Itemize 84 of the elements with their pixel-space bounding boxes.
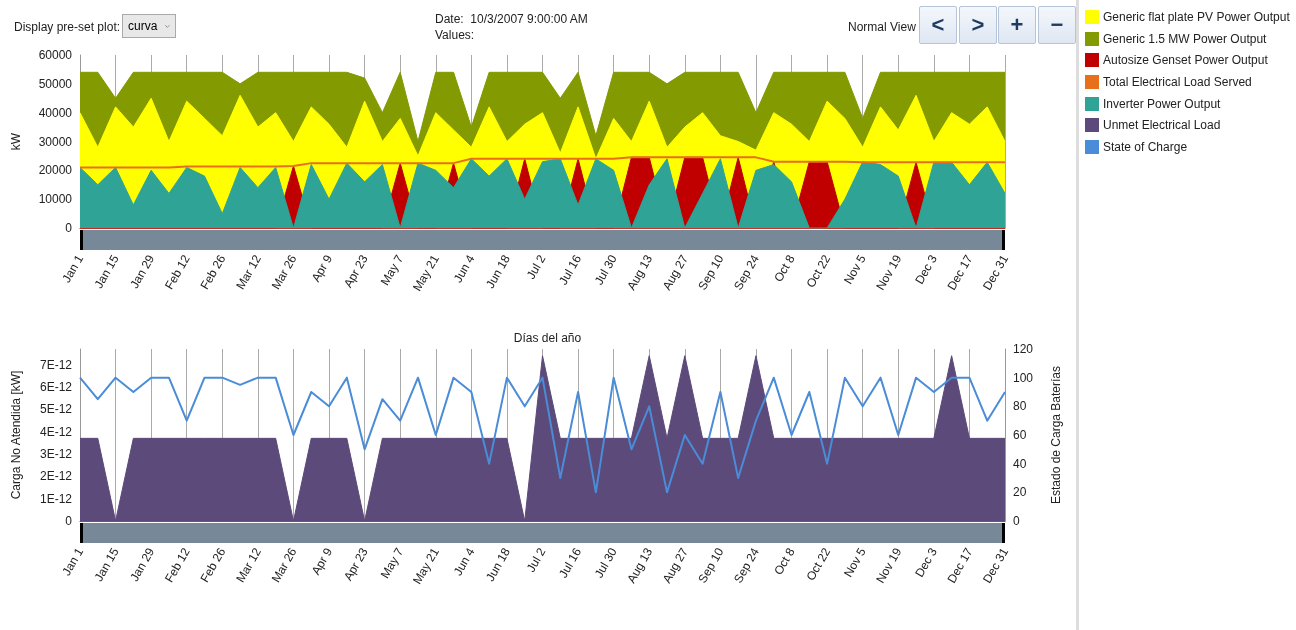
y-tick-label: 30000 (38, 134, 73, 149)
legend-label: Unmet Electrical Load (1103, 118, 1221, 133)
legend-label: Generic flat plate PV Power Output (1103, 9, 1290, 24)
y-tick-label: 7E-12 (39, 357, 73, 372)
x-tick-label: Dec 3 (912, 545, 941, 580)
x-tick-label: Jun 18 (482, 545, 514, 584)
x-tick-label: Sep 10 (695, 252, 727, 293)
text: Normal View (848, 20, 916, 34)
x-tick-label: Sep 10 (695, 545, 727, 586)
x-tick-label: Apr 9 (308, 252, 336, 285)
legend-label: Inverter Power Output (1103, 96, 1221, 111)
line-series (79, 156, 1006, 169)
text: curva (128, 19, 158, 33)
y-tick-label: 6E-12 (39, 379, 73, 394)
x-tick-label: Jun 4 (450, 252, 478, 285)
legend-label: Generic 1.5 MW Power Output (1103, 31, 1267, 46)
y-tick-label: 10000 (38, 192, 73, 207)
x-tick-label: Oct 22 (803, 545, 834, 584)
y-tick-label: 5E-12 (39, 402, 73, 417)
text: Display pre-set plot: (14, 20, 121, 34)
y-tick-label: 20000 (38, 163, 73, 178)
x-tick-label: Dec 31 (979, 252, 1012, 293)
legend-label: Autosize Genset Power Output (1103, 53, 1268, 68)
y2-tick-label: 120 (1013, 342, 1034, 356)
chart-title: Días del año (513, 331, 582, 345)
y-tick-label: 50000 (38, 76, 73, 91)
y-tick-label: 4E-12 (39, 424, 73, 439)
x-tick-label: Apr 23 (340, 545, 371, 584)
x-tick-label: Jul 30 (591, 252, 620, 288)
y-tick-label: 40000 (38, 105, 73, 120)
x-tick-label: Feb 26 (197, 545, 229, 585)
x-tick-label: Jul 2 (523, 252, 549, 282)
x-tick-label: Apr 9 (308, 545, 336, 578)
line-series (79, 376, 1006, 494)
y-tick-label: 2E-12 (39, 469, 73, 484)
x-tick-label: Oct 22 (803, 252, 834, 291)
text: < (919, 6, 957, 44)
text: + (998, 6, 1036, 44)
x-tick-label: Dec 31 (979, 545, 1012, 586)
x-tick-label: Jan 15 (91, 545, 122, 584)
x-tick-label: Dec 3 (912, 252, 941, 287)
y2-tick-label: 40 (1013, 456, 1027, 471)
x-tick-label: Jan 1 (59, 252, 87, 285)
x-tick-label: Nov 19 (873, 252, 905, 293)
y-tick-label: 0 (65, 221, 73, 235)
legend-label: Total Electrical Load Served (1103, 74, 1252, 89)
y-axis-title: kW (9, 132, 23, 151)
x-tick-label: Dec 17 (944, 252, 976, 293)
text: − (1038, 6, 1076, 44)
y-tick-label: 1E-12 (39, 491, 73, 506)
x-tick-label: Jan 29 (127, 545, 158, 584)
y-tick-label: 3E-12 (39, 446, 73, 461)
text: > (959, 6, 997, 44)
x-tick-label: Jun 4 (450, 545, 478, 578)
x-tick-label: Oct 8 (771, 252, 798, 285)
x-tick-label: Jul 16 (556, 252, 585, 288)
legend-label: State of Charge (1103, 139, 1188, 154)
y2-tick-label: 60 (1013, 428, 1027, 442)
text: Date: 10/3/2007 9:00:00 AM (435, 12, 588, 26)
x-tick-label: Jan 15 (91, 252, 122, 291)
x-tick-label: Oct 8 (771, 545, 798, 578)
x-tick-label: Jun 18 (482, 252, 514, 291)
y2-tick-label: 80 (1013, 399, 1027, 414)
x-tick-label: Sep 24 (730, 545, 763, 586)
y-tick-label: 60000 (38, 48, 73, 62)
x-tick-label: Jul 16 (556, 545, 585, 581)
x-tick-label: Feb 12 (162, 545, 193, 585)
y-axis-title: Carga No Atendida [kW] (9, 370, 23, 500)
x-tick-label: Dec 17 (944, 545, 976, 586)
x-tick-label: Nov 19 (873, 545, 905, 586)
x-tick-label: Feb 12 (162, 252, 193, 292)
x-tick-label: Sep 24 (730, 252, 763, 293)
x-tick-label: Jan 29 (127, 252, 158, 291)
x-tick-label: Apr 23 (340, 252, 371, 291)
x-tick-label: Jul 2 (523, 545, 549, 575)
y2-tick-label: 100 (1013, 370, 1034, 385)
x-tick-label: Feb 26 (197, 252, 229, 292)
y2-axis-title: Estado de Carga Baterías (1049, 365, 1063, 505)
x-tick-label: Jan 1 (59, 545, 87, 578)
y2-tick-label: 0 (1013, 514, 1020, 528)
y2-tick-label: 20 (1013, 485, 1027, 500)
text: Values: (435, 28, 475, 42)
x-tick-label: Jul 30 (591, 545, 620, 581)
y-tick-label: 0 (65, 514, 73, 528)
